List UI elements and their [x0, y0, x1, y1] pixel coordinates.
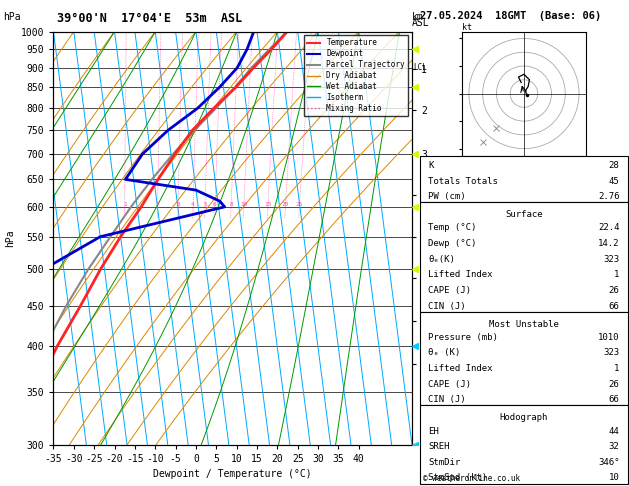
Text: 3: 3 [176, 202, 180, 207]
Text: CIN (J): CIN (J) [428, 302, 466, 311]
Text: 2.76: 2.76 [598, 192, 620, 201]
Text: 26: 26 [609, 380, 620, 389]
Text: 66: 66 [609, 395, 620, 404]
Text: StmSpd (kt): StmSpd (kt) [428, 473, 487, 483]
Text: SREH: SREH [428, 442, 450, 451]
Text: CAPE (J): CAPE (J) [428, 286, 472, 295]
Text: Most Unstable: Most Unstable [489, 320, 559, 329]
Legend: Temperature, Dewpoint, Parcel Trajectory, Dry Adiabat, Wet Adiabat, Isotherm, Mi: Temperature, Dewpoint, Parcel Trajectory… [304, 35, 408, 116]
Text: θₑ(K): θₑ(K) [428, 255, 455, 264]
Text: 26: 26 [609, 286, 620, 295]
Y-axis label: hPa: hPa [6, 229, 15, 247]
Y-axis label: Mixing Ratio (g/kg): Mixing Ratio (g/kg) [431, 191, 441, 286]
Text: K: K [428, 161, 434, 170]
Text: 1: 1 [614, 364, 620, 373]
Text: 346°: 346° [598, 458, 620, 467]
Text: 5: 5 [203, 202, 207, 207]
Text: 323: 323 [603, 348, 620, 357]
X-axis label: Dewpoint / Temperature (°C): Dewpoint / Temperature (°C) [153, 469, 312, 479]
Text: Lifted Index: Lifted Index [428, 270, 493, 279]
Text: 323: 323 [603, 255, 620, 264]
Text: 28: 28 [609, 161, 620, 170]
Text: Totals Totals: Totals Totals [428, 176, 498, 186]
Text: 4: 4 [191, 202, 195, 207]
Text: θₑ (K): θₑ (K) [428, 348, 460, 357]
Text: 2: 2 [156, 202, 160, 207]
Text: km: km [412, 12, 424, 22]
Text: Lifted Index: Lifted Index [428, 364, 493, 373]
Text: LCL: LCL [413, 63, 427, 72]
Text: Pressure (mb): Pressure (mb) [428, 333, 498, 342]
Text: 20: 20 [282, 202, 289, 207]
Text: CIN (J): CIN (J) [428, 395, 466, 404]
Text: 44: 44 [609, 427, 620, 435]
Text: 32: 32 [609, 442, 620, 451]
Text: 22.4: 22.4 [598, 224, 620, 232]
Text: ASL: ASL [412, 18, 430, 28]
Text: PW (cm): PW (cm) [428, 192, 466, 201]
Text: 25: 25 [296, 202, 303, 207]
Text: 1: 1 [614, 270, 620, 279]
Text: kt: kt [462, 22, 472, 32]
Text: © weatheronline.co.uk: © weatheronline.co.uk [423, 473, 520, 483]
Text: Dewp (°C): Dewp (°C) [428, 239, 477, 248]
Text: CAPE (J): CAPE (J) [428, 380, 472, 389]
Text: 8: 8 [229, 202, 233, 207]
Text: 66: 66 [609, 302, 620, 311]
Text: 10: 10 [240, 202, 248, 207]
Text: Surface: Surface [505, 210, 543, 219]
Text: 6: 6 [213, 202, 217, 207]
Text: hPa: hPa [3, 12, 21, 22]
Text: 27.05.2024  18GMT  (Base: 06): 27.05.2024 18GMT (Base: 06) [420, 11, 601, 21]
Text: Hodograph: Hodograph [500, 413, 548, 422]
Text: 45: 45 [609, 176, 620, 186]
Text: Temp (°C): Temp (°C) [428, 224, 477, 232]
Text: StmDir: StmDir [428, 458, 460, 467]
Text: 1: 1 [123, 202, 126, 207]
Text: EH: EH [428, 427, 439, 435]
Text: 1010: 1010 [598, 333, 620, 342]
Text: 15: 15 [264, 202, 272, 207]
Text: 10: 10 [609, 473, 620, 483]
Text: 39°00'N  17°04'E  53m  ASL: 39°00'N 17°04'E 53m ASL [57, 12, 242, 25]
Text: 14.2: 14.2 [598, 239, 620, 248]
